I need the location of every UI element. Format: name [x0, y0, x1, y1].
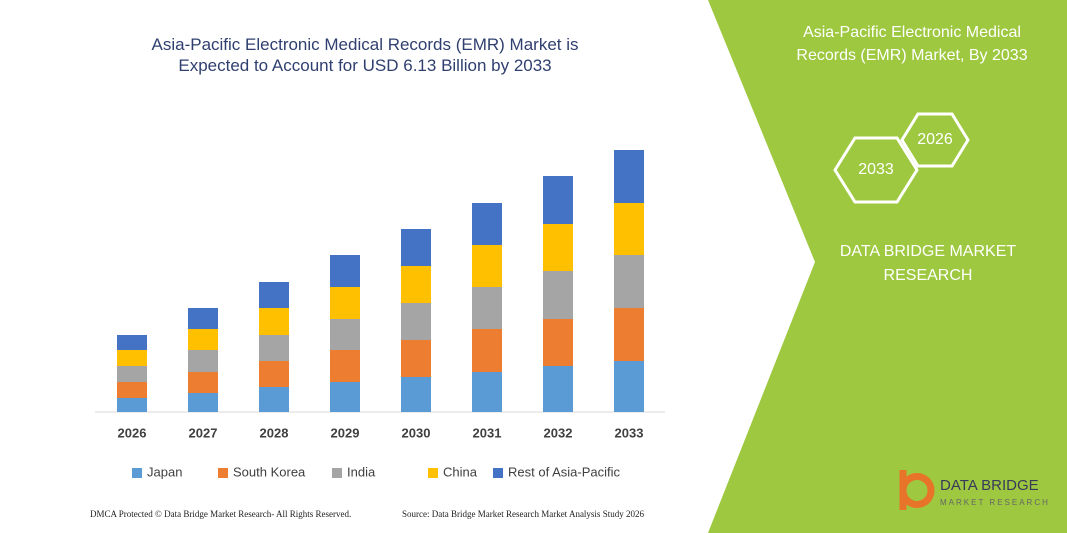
x-tick-label: 2029: [331, 425, 360, 440]
x-tick-label: 2028: [260, 425, 289, 440]
bar-segment: [188, 308, 218, 329]
bar-segment: [401, 303, 431, 340]
bar-segment: [472, 287, 502, 329]
logo-name: DATA BRIDGE: [940, 477, 1039, 494]
bar-segment: [188, 329, 218, 350]
legend-label: South Korea: [233, 464, 306, 479]
bar-segment: [259, 361, 289, 387]
bar-segment: [472, 245, 502, 287]
bar-segment: [259, 282, 289, 308]
logo-tagline: MARKET RESEARCH: [940, 498, 1050, 507]
bar-segment: [259, 335, 289, 361]
x-tick-label: 2026: [118, 425, 147, 440]
bar-segment: [117, 350, 147, 366]
legend-swatch: [428, 468, 438, 478]
side-panel-bg: [708, 0, 1067, 533]
x-tick-label: 2032: [544, 425, 573, 440]
legend-swatch: [332, 468, 342, 478]
bar-segment: [543, 224, 573, 271]
bar-segment: [614, 308, 644, 361]
bar-segment: [543, 366, 573, 412]
bar-segment: [330, 287, 360, 319]
bar-segment: [472, 372, 502, 412]
chart-title: Asia-Pacific Electronic Medical Records …: [152, 35, 579, 75]
bar-segment: [117, 382, 147, 398]
legend-swatch: [493, 468, 503, 478]
bar-segment: [543, 271, 573, 319]
bar-segment: [614, 361, 644, 412]
bar-segment: [330, 350, 360, 382]
bar-segment: [188, 350, 218, 372]
hexagon: [900, 112, 970, 168]
bar-segment: [614, 203, 644, 255]
legend-label: Japan: [147, 464, 182, 479]
bar-segment: [614, 150, 644, 203]
logo-icon: [899, 470, 935, 510]
x-tick-label: 2027: [189, 425, 218, 440]
legend-swatch: [132, 468, 142, 478]
hexagon-label: 2033: [858, 161, 894, 178]
bar-segment: [401, 377, 431, 412]
panel-title: Asia-Pacific Electronic Medical Records (…: [796, 24, 1027, 64]
bar-segment: [614, 255, 644, 308]
bar-segment: [401, 229, 431, 266]
hexagon-label: 2026: [917, 131, 953, 148]
bar-segment: [188, 372, 218, 393]
bar-segment: [472, 203, 502, 245]
panel-brand: DATA BRIDGE MARKET RESEARCH: [840, 243, 1017, 284]
x-tick-label: 2033: [615, 425, 644, 440]
bar-segment: [330, 319, 360, 350]
bar-segment: [401, 340, 431, 377]
bar-segment: [259, 387, 289, 412]
bar-segment: [117, 366, 147, 382]
legend-label: China: [443, 464, 478, 479]
hexagon: [833, 136, 919, 204]
bar-segment: [330, 255, 360, 287]
bar-segment: [117, 335, 147, 350]
x-tick-label: 2031: [473, 425, 502, 440]
legend-label: India: [347, 464, 376, 479]
bar-segment: [543, 176, 573, 224]
legend-swatch: [218, 468, 228, 478]
bar-segment: [543, 319, 573, 366]
footer-right: Source: Data Bridge Market Research Mark…: [402, 509, 644, 519]
bar-segment: [330, 382, 360, 412]
bar-segment: [117, 398, 147, 412]
bar-segment: [259, 308, 289, 335]
bar-segment: [188, 393, 218, 412]
x-tick-label: 2030: [402, 425, 431, 440]
bar-segment: [401, 266, 431, 303]
bar-segment: [472, 329, 502, 372]
legend-label: Rest of Asia-Pacific: [508, 464, 620, 479]
footer-left: DMCA Protected © Data Bridge Market Rese…: [90, 509, 351, 519]
